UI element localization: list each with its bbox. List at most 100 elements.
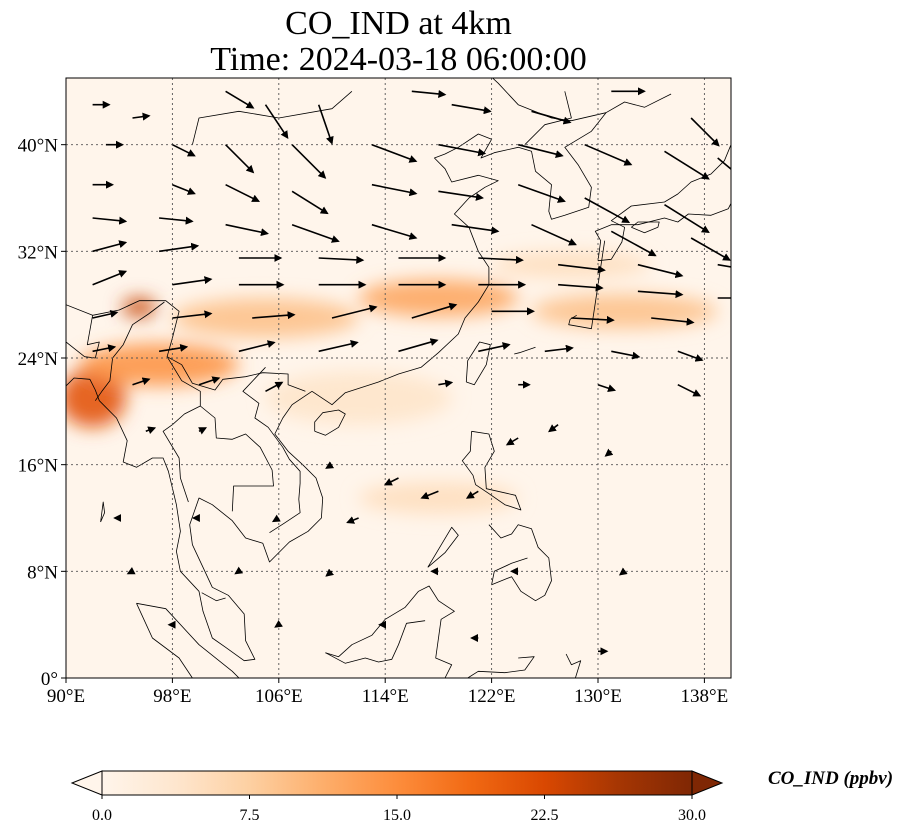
wind-vector-87 (548, 424, 559, 433)
wind-vector-86 (505, 437, 519, 446)
wind-vector-69 (478, 342, 511, 353)
wind-vector-89 (346, 516, 359, 524)
wind-vector-27 (584, 197, 631, 223)
colorbar-ticks: 0.0 7.5 15.0 22.5 30.0 (92, 795, 706, 824)
plume-3 (172, 298, 359, 338)
wind-vector-76 (438, 379, 454, 388)
wind-vector-19 (717, 157, 731, 171)
colorbar-extend-low (70, 770, 103, 796)
wind-vector-21 (172, 183, 196, 195)
wind-vector-33 (371, 223, 418, 240)
wind-vector-67 (318, 340, 359, 353)
wind-vector-65 (158, 343, 189, 353)
wind-vector-84 (420, 490, 439, 500)
coastline-8 (136, 603, 193, 678)
wind-vector-68 (398, 338, 439, 353)
coastline-21 (242, 367, 301, 534)
wind-vector-48 (172, 276, 213, 286)
coastline-10 (461, 430, 522, 511)
colorbar-extend-high (691, 770, 724, 796)
map-frame (65, 77, 732, 679)
lat-tick-label-5: 40°N (18, 136, 59, 157)
wind-vector-26 (517, 183, 566, 203)
wind-vector-85 (465, 490, 479, 499)
gridlines (66, 78, 731, 678)
coastline-23 (162, 356, 201, 503)
coastline-14 (565, 653, 582, 678)
wind-vector-34 (451, 223, 500, 235)
coastline-4 (465, 341, 491, 386)
wind-vector-11 (172, 143, 196, 157)
lon-tick-label-3: 114°E (362, 686, 409, 707)
wind-vector-47 (92, 270, 128, 286)
wind-vectors (92, 87, 731, 656)
lat-tick-label-3: 24°N (18, 349, 59, 370)
map-subtitle-time: Time: 2024-03-18 06:00:00 (210, 41, 587, 78)
lat-tick-label-1: 8°N (27, 562, 58, 583)
coastline-5 (314, 409, 346, 436)
lon-tick-label-2: 106°E (255, 686, 303, 707)
lat-tick-label-2: 16°N (18, 456, 59, 477)
wind-vector-56 (92, 310, 119, 319)
wind-vector-45 (637, 263, 684, 279)
wind-vector-31 (225, 223, 269, 237)
lon-tick-label-0: 90°E (47, 686, 85, 707)
wind-vector-90 (271, 514, 281, 523)
wind-vector-41 (318, 255, 365, 264)
wind-vector-98 (618, 567, 628, 576)
coastline-0 (311, 93, 672, 406)
wind-vector-14 (371, 143, 418, 163)
lon-tick-label-4: 122°E (468, 686, 516, 707)
coastline-1 (597, 144, 731, 262)
wind-vector-64 (92, 344, 117, 353)
lon-tick-label-1: 98°E (153, 686, 191, 707)
wind-vector-37 (690, 237, 731, 261)
coastline-2 (594, 203, 731, 261)
wind-vector-44 (558, 263, 606, 274)
longitude-ticks: 90°E 98°E 106°E 114°E 122°E 130°E 138°E (47, 678, 728, 707)
wind-vector-57 (172, 310, 213, 319)
coastline-26 (192, 90, 353, 145)
coastline-22 (200, 405, 274, 512)
wind-vector-46 (717, 263, 731, 268)
wind-vector-12 (225, 144, 255, 174)
wind-vector-73 (132, 377, 151, 386)
wind-vector-17 (584, 143, 633, 166)
wind-vector-16 (518, 143, 564, 159)
wind-vector-29 (92, 216, 128, 225)
wind-vector-38 (92, 240, 128, 253)
colorbar-bar (101, 770, 693, 796)
wind-vector-75 (265, 381, 284, 393)
coastline-18 (66, 300, 306, 392)
wind-vector-71 (611, 350, 641, 360)
plume-5 (531, 294, 718, 329)
plume-2 (79, 343, 239, 386)
wind-vector-6 (451, 103, 492, 115)
wind-vector-3 (264, 104, 289, 140)
wind-vector-80 (145, 426, 157, 434)
wind-vector-22 (225, 183, 261, 202)
wind-vector-93 (126, 567, 136, 575)
coastline-19 (94, 301, 165, 401)
wind-vector-100 (274, 620, 284, 628)
wind-vector-74 (198, 376, 221, 386)
wind-vector-78 (597, 383, 617, 392)
wind-vector-18 (664, 150, 710, 180)
lon-tick-label-6: 138°E (681, 686, 729, 707)
wind-vector-88 (604, 448, 614, 457)
coastline-15 (100, 501, 105, 523)
coastline-27 (492, 78, 607, 122)
lat-tick-label-0: 0° (41, 669, 58, 690)
wind-vector-58 (252, 311, 296, 320)
wind-vector-39 (158, 242, 200, 253)
lon-tick-label-5: 130°E (574, 686, 622, 707)
coastline-3 (631, 221, 660, 234)
wind-vector-4 (317, 104, 334, 145)
colorbar-tick-label-3: 22.5 (531, 807, 559, 824)
wind-vector-2 (225, 90, 255, 109)
colorbar-tick-label-0: 0.0 (92, 807, 112, 824)
wind-vector-7 (531, 110, 572, 125)
wind-vector-66 (238, 340, 276, 353)
wind-vector-82 (325, 461, 335, 469)
